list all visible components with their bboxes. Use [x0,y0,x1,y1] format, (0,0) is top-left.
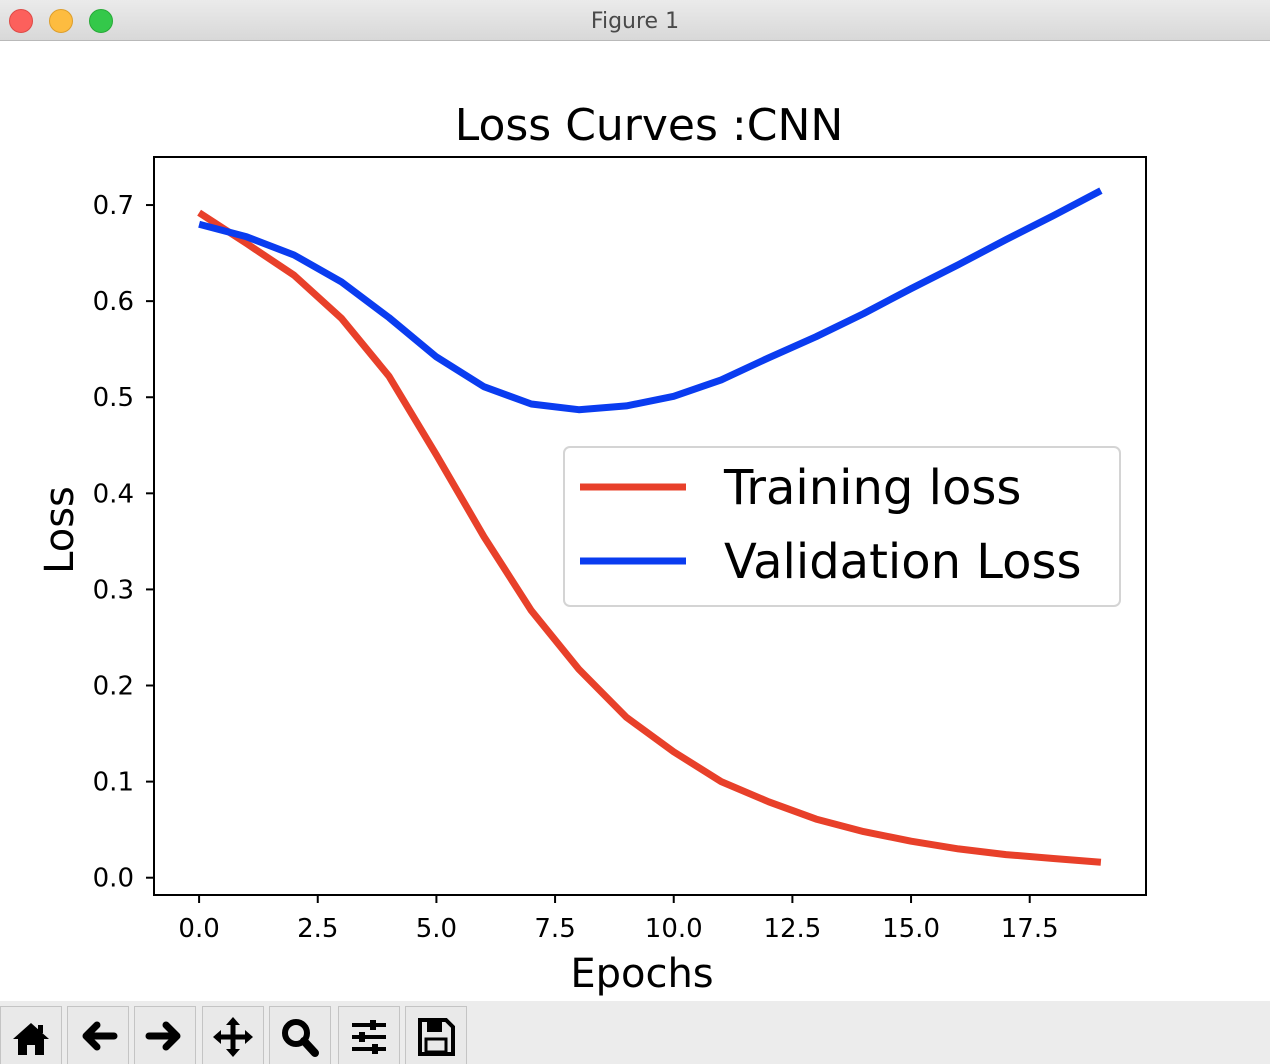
y-tick-label: 0.7 [93,191,134,221]
y-tick-label: 0.1 [93,768,134,798]
home-icon [13,1023,49,1055]
chart-title: Loss Curves :CNN [455,100,844,151]
x-tick-label: 2.5 [297,914,338,944]
zoom-icon [282,1019,319,1057]
y-tick-label: 0.2 [93,672,134,702]
save-icon [418,1018,455,1056]
close-window-button[interactable] [9,9,33,33]
sliders-icon [352,1020,386,1054]
plot-area: 0.0 2.5 5.0 7.5 10.0 12.5 15.0 17.5 0.0 0.1 0.2 0.3… [93,156,1147,944]
legend-box [563,446,1121,607]
y-tick-label: 0.0 [93,864,134,894]
minimize-window-button[interactable] [49,9,73,33]
configure-subplots-button[interactable] [338,1006,400,1064]
zoom-button[interactable] [269,1006,331,1064]
legend-label-validation-loss: Validation Loss [724,534,1082,590]
forward-button[interactable] [134,1006,196,1064]
axes-frame [153,156,1147,896]
series-line-validation-loss [198,187,1103,414]
y-tick-label: 0.3 [93,575,134,605]
y-tick-label: 0.4 [93,479,134,509]
navigation-toolbar [0,1001,1270,1064]
arrow-right-icon [145,1021,181,1051]
chart-figure: Loss Curves :CNN 0.0 2.5 5.0 7.5 10.0 12.5 15.… [37,100,1147,997]
arrow-left-icon [82,1021,118,1051]
y-axis-label: Loss [37,486,83,574]
x-axis-label: Epochs [570,951,713,997]
home-button[interactable] [0,1006,62,1064]
x-tick-label: 10.0 [645,914,703,944]
y-tick-label: 0.5 [93,383,134,413]
chart-legend: Training loss Validation Loss [563,446,1121,607]
legend-label-training-loss: Training loss [723,460,1021,516]
back-button[interactable] [67,1006,129,1064]
zoom-window-button[interactable] [89,9,113,33]
window-title: Figure 1 [590,9,680,34]
save-button[interactable] [405,1006,467,1064]
move-icon [213,1017,253,1057]
series-line-training-loss [197,209,1102,866]
window-titlebar: Figure 1 [0,0,1270,41]
pan-button[interactable] [202,1006,264,1064]
y-tick-label: 0.6 [93,287,134,317]
x-tick-label: 5.0 [416,914,457,944]
x-tick-label: 17.5 [1001,914,1059,944]
x-tick-label: 15.0 [882,914,940,944]
x-tick-label: 0.0 [178,914,219,944]
x-tick-label: 12.5 [763,914,821,944]
x-tick-label: 7.5 [534,914,575,944]
